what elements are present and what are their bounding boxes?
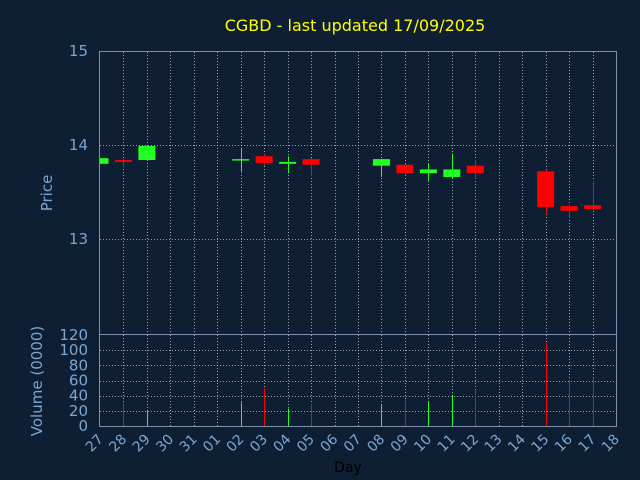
day-tick-labels: 27 28 29 30 31 01 02 03 04 05 06 07 08 09 10 11 12 13 14 15…: [83, 431, 623, 455]
candle-body: [396, 164, 414, 174]
candle-body: [232, 159, 250, 161]
volume-panel-frame: [99, 334, 617, 427]
price-tick-label: 14: [69, 136, 88, 154]
price-tick-label: 13: [69, 230, 88, 248]
price-tick-label: 15: [69, 42, 88, 60]
candle-body: [466, 165, 484, 174]
candle-body: [419, 169, 437, 174]
volume-tick-label: 100: [59, 341, 88, 359]
volume-tick-label: 40: [69, 387, 88, 405]
candle-body: [372, 159, 390, 166]
candle-body: [114, 160, 132, 162]
candle-body: [279, 161, 297, 164]
candle-body: [138, 145, 156, 161]
volume-tick-label: 0: [78, 417, 88, 435]
price-candles: [100, 145, 602, 219]
volume-tick-label: 80: [69, 356, 88, 374]
candle-body: [584, 205, 602, 209]
chart-title: CGBD - last updated 17/09/2025: [225, 16, 486, 35]
day-axis-label: Day: [334, 460, 362, 476]
candle-body: [560, 206, 578, 211]
candle-body: [302, 159, 320, 165]
candle-body: [537, 171, 555, 208]
volume-tick-label: 120: [59, 326, 88, 344]
price-tick-labels: 13 14 15: [69, 42, 88, 248]
volume-tick-label: 60: [69, 372, 88, 390]
candle-body: [255, 156, 273, 163]
candle-body: [100, 158, 109, 164]
candle-body: [443, 169, 461, 177]
volume-bars: [123, 342, 594, 426]
volume-tick-label: 20: [69, 402, 88, 420]
volume-axis-label: Volume (0000): [28, 326, 46, 436]
price-axis-label: Price: [38, 175, 56, 212]
